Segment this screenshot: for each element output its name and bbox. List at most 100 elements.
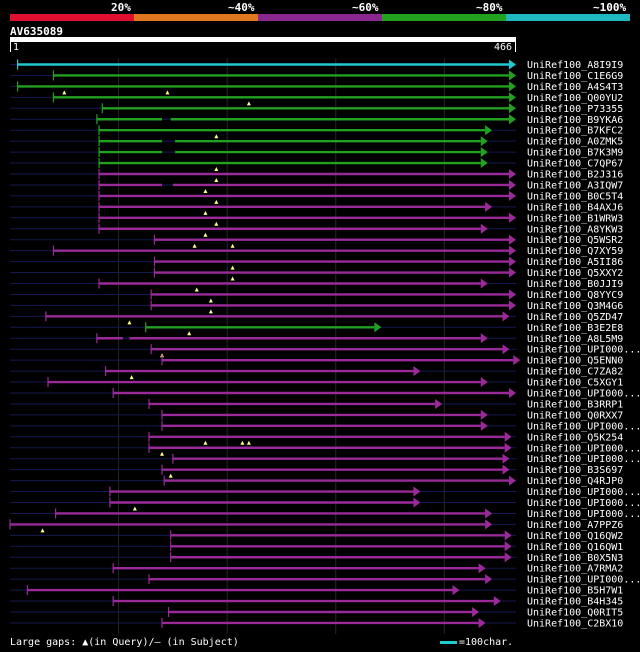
hit-end-arrow: [509, 388, 516, 398]
legend-swatch: [258, 14, 382, 21]
hit-label: UniRef100_B4H345: [527, 597, 623, 608]
hit-end-arrow: [509, 267, 516, 278]
hit-label: UniRef100_C7QP67: [527, 159, 623, 170]
hit-label: UniRef100_Q0RXX7: [527, 410, 623, 421]
hit-label: UniRef100_B7K3M9: [527, 148, 623, 159]
query-gap-marker: [230, 243, 235, 248]
hit-label: UniRef100_A0ZMK5: [527, 137, 623, 148]
hit-end-arrow: [504, 442, 512, 453]
hit-label: UniRef100_A5II86: [527, 257, 623, 268]
hit-label: UniRef100_UPI000...: [527, 509, 640, 520]
query-gap-marker: [214, 221, 219, 226]
query-gap-marker: [214, 178, 219, 182]
query-gap-marker: [132, 506, 137, 511]
hit-end-arrow: [509, 81, 516, 92]
hit-end-arrow: [509, 169, 516, 179]
ruler-start-tick: [10, 42, 11, 52]
hit-end-arrow: [504, 431, 512, 442]
query-gap-marker: [214, 134, 219, 139]
query-gap-marker: [214, 167, 219, 172]
hit-label: UniRef100_Q7XY59: [527, 246, 623, 257]
query-gap-marker: [160, 451, 165, 456]
query-gap-marker: [208, 309, 213, 314]
hit-end-arrow: [509, 103, 516, 114]
hit-label: UniRef100_Q00YU2: [527, 93, 623, 104]
query-gap-marker: [230, 276, 235, 281]
identity-legend: 20% ~40% ~60% ~80% ~100%: [10, 0, 630, 22]
hit-end-arrow: [509, 92, 516, 103]
legend-label: 20%: [111, 1, 131, 14]
query-gap-marker: [203, 440, 208, 445]
hit-label: UniRef100_UPI000...: [527, 389, 640, 400]
query-gap-marker: [203, 188, 208, 193]
legend-swatch: [382, 14, 506, 21]
hit-label: UniRef100_Q8YYC9: [527, 290, 623, 301]
hit-label: UniRef100_UPI000...: [527, 421, 640, 432]
ruler-start-label: 1: [13, 42, 20, 53]
hit-end-arrow: [502, 311, 510, 322]
query-gap-marker: [230, 265, 235, 270]
query-gap-marker: [208, 298, 213, 303]
hit-end-arrow: [480, 420, 488, 431]
legend-label: ~100%: [593, 1, 627, 14]
hit-end-arrow: [502, 453, 510, 464]
query-gap-marker: [194, 287, 199, 292]
gap-legend: Large gaps: ▲(in Query)/— (in Subject): [10, 637, 239, 648]
query-gap-marker: [168, 473, 173, 478]
legend-swatch: [10, 14, 134, 21]
hit-label: UniRef100_C5XGY1: [527, 378, 623, 389]
scale-legend: =100char.: [440, 637, 513, 648]
hit-label: UniRef100_Q0RIT5: [527, 608, 623, 619]
hit-label: UniRef100_B0C5T4: [527, 191, 623, 202]
query-gap-marker: [246, 101, 251, 106]
legend-swatch: [506, 14, 630, 21]
hit-end-arrow: [413, 486, 421, 497]
query-gap-marker: [203, 210, 208, 215]
hit-end-arrow: [509, 245, 516, 256]
hit-end-arrow: [478, 563, 486, 574]
query-gap-marker: [165, 90, 170, 95]
hit-end-arrow: [509, 289, 516, 300]
hit-end-arrow: [509, 190, 516, 201]
hit-end-arrow: [509, 300, 516, 311]
hit-end-arrow: [504, 552, 512, 563]
query-gap-marker: [214, 199, 219, 204]
hit-end-arrow: [478, 617, 486, 628]
hit-label: UniRef100_Q5ZD47: [527, 312, 623, 323]
hit-end-arrow: [480, 409, 488, 420]
hit-end-arrow: [504, 530, 512, 541]
legend-label: ~60%: [352, 1, 379, 14]
query-gap-marker: [62, 90, 67, 95]
hit-label: UniRef100_A8L5M9: [527, 334, 623, 345]
hit-end-arrow: [502, 344, 510, 355]
hit-end-arrow: [480, 223, 488, 234]
query-gap-marker: [129, 375, 134, 380]
hit-end-arrow: [452, 585, 460, 596]
hit-end-arrow: [509, 59, 516, 70]
hit-label: UniRef100_B3E2E8: [527, 323, 623, 334]
hit-end-arrow: [502, 464, 510, 475]
hit-end-arrow: [493, 596, 501, 607]
hit-end-arrow: [509, 475, 516, 486]
hit-label: UniRef100_UPI000...: [527, 443, 640, 454]
hit-label: UniRef100_Q5ENN0: [527, 356, 623, 367]
hit-end-arrow: [509, 234, 516, 245]
hit-label: UniRef100_UPI000...: [527, 575, 640, 586]
hit-end-arrow: [504, 541, 512, 552]
query-gap-marker: [127, 320, 132, 325]
query-name: AV635089: [10, 25, 63, 38]
hit-end-arrow: [472, 607, 480, 617]
hit-label: UniRef100_UPI000...: [527, 454, 640, 465]
legend-label: ~80%: [476, 1, 503, 14]
hit-label: UniRef100_B9YKA6: [527, 115, 623, 126]
legend-label: ~40%: [228, 1, 255, 14]
hit-label: UniRef100_A3IQW7: [527, 180, 623, 191]
hit-label: UniRef100_Q5WSR2: [527, 235, 623, 246]
hit-end-arrow: [509, 114, 516, 125]
hit-label: UniRef100_A7PPZ6: [527, 520, 623, 531]
hit-end-arrow: [435, 398, 443, 409]
query-gap-marker: [40, 528, 45, 533]
hit-label: UniRef100_B4AXJ6: [527, 202, 623, 213]
hit-end-arrow: [485, 125, 493, 136]
